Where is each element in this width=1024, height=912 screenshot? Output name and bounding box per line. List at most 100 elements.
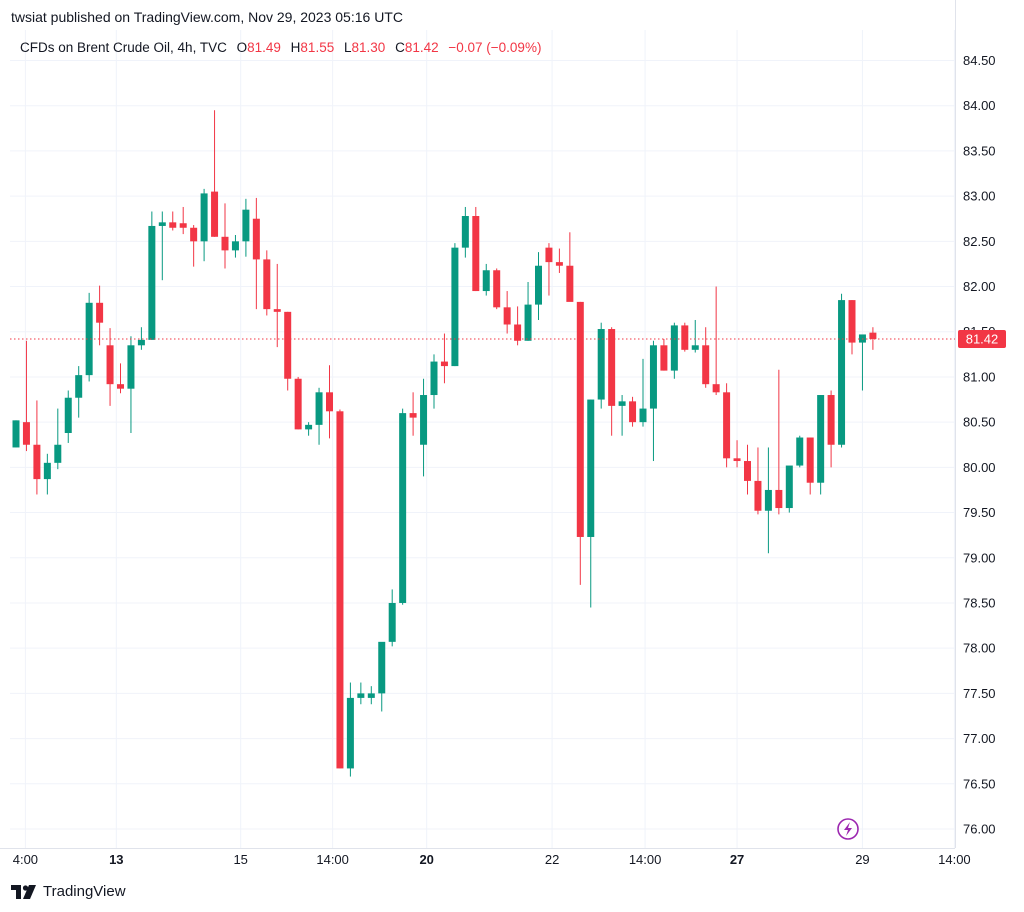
x-tick-label: 14:00 xyxy=(629,852,662,867)
candle-body xyxy=(555,262,563,266)
candle xyxy=(806,437,814,495)
candle-body xyxy=(848,300,856,343)
candle xyxy=(618,395,626,436)
candle-body xyxy=(535,265,542,305)
candle-body xyxy=(242,209,250,242)
change-value: −0.07 (−0.09%) xyxy=(448,40,542,55)
candle-body xyxy=(284,311,292,379)
candle-body xyxy=(514,324,522,341)
candle-body xyxy=(179,223,187,228)
chart-grid xyxy=(10,30,955,848)
candle-body xyxy=(137,339,145,346)
candle-body xyxy=(775,489,783,509)
candle xyxy=(22,340,30,452)
x-tick-label: 14:00 xyxy=(938,852,971,867)
candle xyxy=(378,641,386,712)
candle-body xyxy=(22,422,30,445)
candle xyxy=(148,211,156,340)
candle-body xyxy=(12,420,20,448)
y-tick-label: 84.00 xyxy=(963,98,996,113)
candle-body xyxy=(367,693,375,698)
candle-body xyxy=(712,384,720,393)
candle xyxy=(744,444,751,495)
candle-body xyxy=(723,392,731,459)
candle-body xyxy=(869,332,877,339)
candle xyxy=(231,234,239,258)
low-label: L xyxy=(343,40,352,55)
candle xyxy=(409,392,417,436)
symbol-title[interactable]: CFDs on Brent Crude Oil, 4h, TVC xyxy=(20,40,227,55)
candle xyxy=(252,197,260,310)
candle-body xyxy=(796,437,804,466)
close-value: 81.42 xyxy=(404,40,439,55)
candle xyxy=(179,206,187,235)
candle-body xyxy=(681,325,689,350)
y-tick-label: 78.50 xyxy=(963,595,996,610)
high-label: H xyxy=(290,40,301,55)
candle-body xyxy=(733,458,741,462)
candle-body xyxy=(576,301,584,537)
candle-body xyxy=(211,191,219,237)
candle xyxy=(420,378,428,477)
candle xyxy=(649,340,657,462)
candle xyxy=(712,286,720,396)
candle xyxy=(681,322,689,352)
candle xyxy=(576,301,584,585)
candle-body xyxy=(420,395,428,445)
candle xyxy=(75,366,83,418)
y-tick-label: 82.00 xyxy=(963,279,996,294)
candle xyxy=(858,334,866,391)
candle xyxy=(305,422,313,436)
x-tick-label: 20 xyxy=(419,852,433,867)
candle xyxy=(848,300,856,355)
candle-body xyxy=(806,437,814,483)
y-tick-label: 82.50 xyxy=(963,234,996,249)
candle-body xyxy=(817,395,825,483)
candle-body xyxy=(273,309,281,312)
candle xyxy=(117,363,124,394)
candle-body xyxy=(503,307,511,325)
candle-body xyxy=(263,259,271,310)
candle xyxy=(785,465,793,513)
candle-body xyxy=(608,329,616,406)
lightning-icon-ring xyxy=(837,818,859,840)
candle-body xyxy=(461,216,469,248)
chart-overlay: 81.42 xyxy=(10,329,1006,840)
candle xyxy=(326,365,333,439)
tradingview-brand[interactable]: TradingView xyxy=(11,883,126,900)
candle xyxy=(137,327,145,350)
lightning-icon[interactable] xyxy=(837,818,859,840)
candle xyxy=(43,453,51,495)
candle xyxy=(221,203,229,269)
candle-body xyxy=(399,413,407,603)
candle-body xyxy=(691,345,699,350)
y-tick-label: 81.00 xyxy=(963,369,996,384)
candle-body xyxy=(43,462,51,480)
open-value: 81.49 xyxy=(247,40,281,55)
candle xyxy=(54,408,62,470)
x-tick-label: 14:00 xyxy=(316,852,349,867)
candle xyxy=(629,396,637,427)
candle xyxy=(639,358,647,427)
candle xyxy=(817,395,825,495)
candle xyxy=(451,243,459,367)
candle xyxy=(493,268,501,310)
candle-body xyxy=(158,222,166,226)
candle xyxy=(85,292,93,382)
candle-body xyxy=(639,408,647,423)
candle-body xyxy=(106,345,114,385)
candle-body xyxy=(409,413,417,418)
last-price-badge xyxy=(958,329,1006,348)
candle-body xyxy=(764,489,772,511)
candle xyxy=(555,248,563,273)
candle-body xyxy=(744,461,751,481)
candle xyxy=(336,409,344,769)
candle xyxy=(190,225,198,267)
candle xyxy=(733,440,741,468)
lightning-icon-bolt xyxy=(844,822,852,836)
candle xyxy=(545,243,553,296)
candle-body xyxy=(430,361,438,396)
candle-body xyxy=(649,345,657,409)
candle-body xyxy=(54,444,62,463)
